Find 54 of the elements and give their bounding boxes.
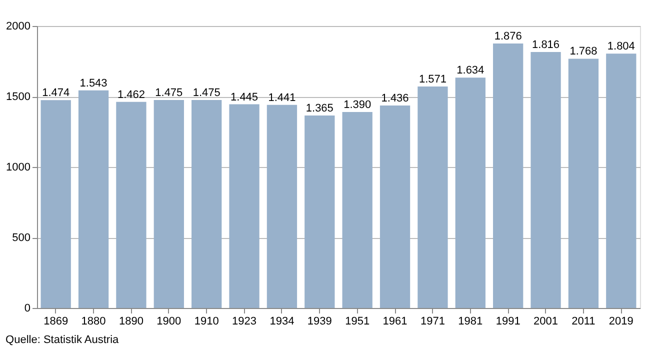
bar [154, 100, 184, 308]
x-tick-label: 1923 [232, 316, 257, 328]
x-tick-label: 1961 [382, 316, 408, 328]
data-label: 1.768 [570, 46, 598, 58]
y-tick-label: 1500 [6, 91, 30, 103]
bar [116, 102, 146, 308]
data-label: 1.816 [532, 38, 560, 51]
bar [229, 104, 260, 308]
data-label: 1.571 [418, 73, 446, 86]
x-tick-label: 2001 [534, 316, 558, 328]
x-tick-label: 1910 [194, 316, 219, 328]
x-tick-label: 1939 [307, 316, 332, 328]
x-tick-label: 1869 [44, 316, 68, 328]
data-label: 1.474 [42, 87, 70, 100]
bar [40, 100, 71, 308]
x-tick-label: 1890 [118, 316, 144, 328]
data-label: 1.390 [344, 99, 372, 112]
x-tick-label: 2019 [608, 316, 634, 328]
data-label: 1.441 [268, 92, 296, 104]
bar [78, 90, 109, 308]
x-tick-label: 2011 [572, 316, 596, 328]
bar [493, 43, 524, 308]
y-tick-label: 2000 [6, 20, 30, 32]
bar [530, 52, 561, 308]
bar [304, 116, 335, 308]
data-label: 1.634 [456, 64, 484, 77]
data-label: 1.462 [117, 88, 145, 101]
x-tick-label: 1934 [270, 316, 294, 328]
x-tick-label: 1971 [420, 316, 445, 328]
x-tick-label: 1991 [496, 316, 520, 328]
x-tick-label: 1880 [81, 316, 106, 328]
data-label: 1.804 [607, 40, 635, 53]
y-tick-label: 0 [24, 302, 30, 314]
bar [568, 58, 599, 308]
data-label: 1.543 [80, 77, 108, 90]
x-tick-label: 1951 [345, 316, 370, 328]
data-label: 1.475 [192, 87, 220, 100]
data-label: 1.445 [230, 91, 258, 104]
data-label: 1.436 [381, 92, 409, 105]
bar [418, 86, 448, 308]
x-tick-label: 1981 [458, 316, 483, 328]
bar [266, 104, 298, 308]
y-tick-label: 500 [12, 232, 30, 244]
y-tick-label: 1000 [6, 162, 30, 174]
bar [455, 78, 486, 308]
bar [192, 100, 222, 308]
source-note: Quelle: Statistik Austria [6, 334, 120, 346]
bar [380, 106, 410, 308]
data-label: 1.365 [306, 102, 334, 115]
data-label: 1.475 [155, 87, 183, 100]
x-tick-label: 1900 [156, 316, 182, 328]
bar [342, 112, 372, 308]
data-label: 1.876 [494, 30, 522, 42]
bar [606, 54, 636, 308]
